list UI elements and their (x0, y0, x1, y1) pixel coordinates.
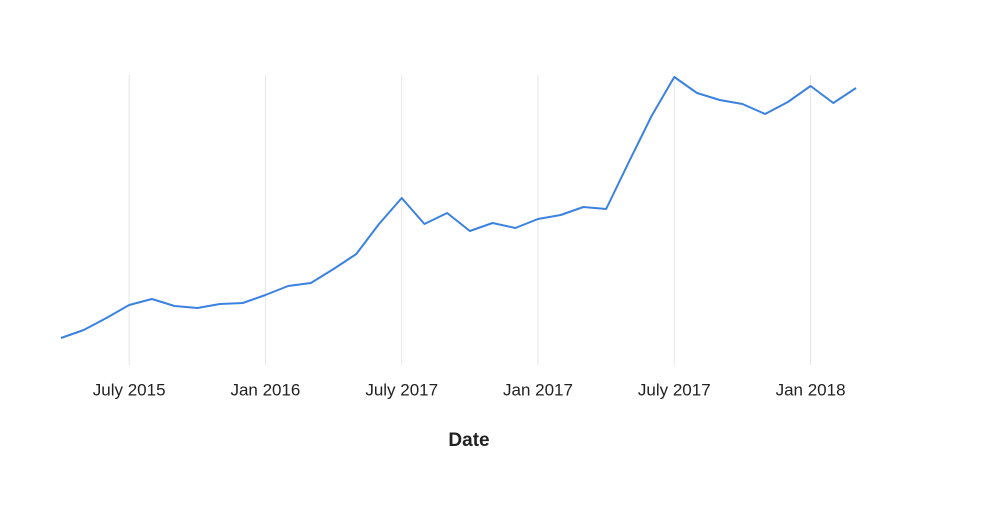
x-tick-label: July 2017 (638, 380, 711, 399)
x-tick-label: July 2017 (365, 380, 438, 399)
x-axis-label: Date (448, 430, 489, 451)
x-tick-label: Jan 2018 (776, 380, 846, 399)
line (60, 76, 857, 339)
x-tick-label: Jan 2016 (230, 380, 300, 399)
x-tick-label: Jan 2017 (503, 380, 573, 399)
x-tick-label: July 2015 (93, 380, 166, 399)
